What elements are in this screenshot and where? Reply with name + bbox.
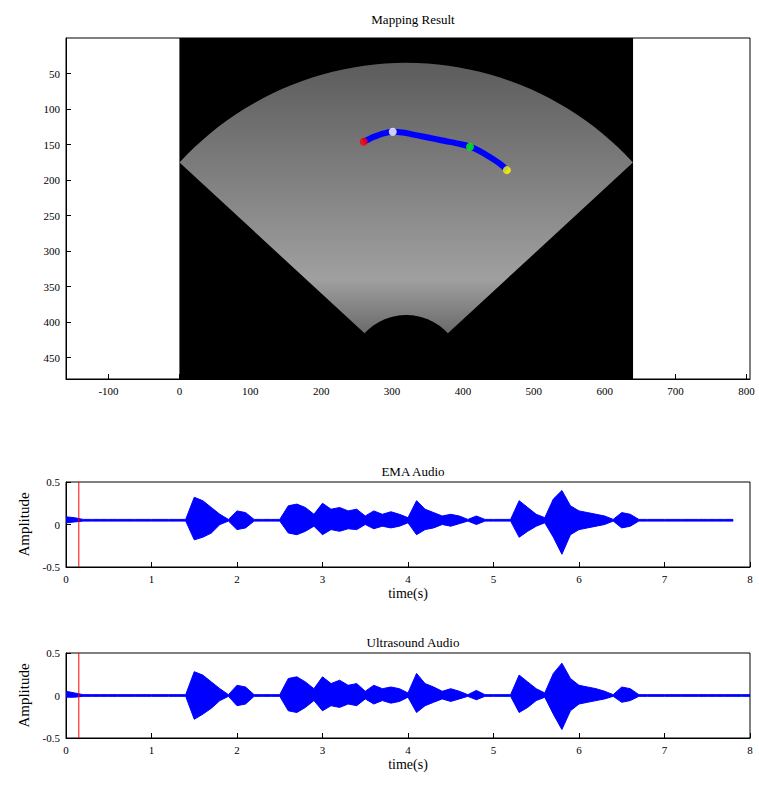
svg-text:7: 7 <box>662 573 668 585</box>
svg-text:100: 100 <box>44 103 61 115</box>
svg-text:8: 8 <box>747 744 753 756</box>
svg-text:400: 400 <box>44 316 61 328</box>
svg-text:0: 0 <box>63 573 69 585</box>
svg-text:4: 4 <box>405 744 411 756</box>
svg-text:1: 1 <box>149 744 155 756</box>
svg-text:8: 8 <box>747 573 753 585</box>
svg-text:0.5: 0.5 <box>46 476 60 488</box>
svg-text:450: 450 <box>44 352 61 364</box>
svg-text:0: 0 <box>177 385 183 397</box>
svg-text:4: 4 <box>405 573 411 585</box>
svg-text:Ultrasound Audio: Ultrasound Audio <box>367 635 460 650</box>
svg-text:5: 5 <box>491 744 497 756</box>
svg-text:700: 700 <box>667 385 684 397</box>
svg-text:-100: -100 <box>98 385 119 397</box>
svg-text:-0.5: -0.5 <box>43 732 61 744</box>
svg-text:350: 350 <box>44 281 61 293</box>
svg-text:3: 3 <box>320 573 326 585</box>
svg-text:1: 1 <box>149 573 155 585</box>
svg-text:50: 50 <box>49 68 61 80</box>
svg-text:7: 7 <box>662 744 668 756</box>
svg-text:600: 600 <box>596 385 613 397</box>
svg-text:Amplitude: Amplitude <box>16 492 32 557</box>
svg-text:Amplitude: Amplitude <box>16 663 32 728</box>
svg-text:6: 6 <box>576 744 582 756</box>
svg-text:0.5: 0.5 <box>46 647 60 659</box>
svg-text:Mapping Result: Mapping Result <box>371 12 455 27</box>
svg-text:300: 300 <box>44 245 61 257</box>
svg-text:time(s): time(s) <box>388 757 428 773</box>
svg-text:5: 5 <box>491 573 497 585</box>
svg-text:time(s): time(s) <box>388 586 428 602</box>
svg-text:-0.5: -0.5 <box>43 561 61 573</box>
svg-text:400: 400 <box>455 385 472 397</box>
svg-text:0: 0 <box>63 744 69 756</box>
svg-text:500: 500 <box>526 385 543 397</box>
svg-text:0: 0 <box>55 690 61 702</box>
svg-text:0: 0 <box>55 519 61 531</box>
svg-text:6: 6 <box>576 573 582 585</box>
svg-text:2: 2 <box>234 573 240 585</box>
svg-text:150: 150 <box>44 139 61 151</box>
svg-text:100: 100 <box>242 385 259 397</box>
svg-text:200: 200 <box>44 174 61 186</box>
svg-text:300: 300 <box>384 385 401 397</box>
svg-text:3: 3 <box>320 744 326 756</box>
svg-text:2: 2 <box>234 744 240 756</box>
svg-text:200: 200 <box>313 385 330 397</box>
svg-text:800: 800 <box>738 385 755 397</box>
svg-text:250: 250 <box>44 210 61 222</box>
svg-text:EMA Audio: EMA Audio <box>381 464 444 479</box>
